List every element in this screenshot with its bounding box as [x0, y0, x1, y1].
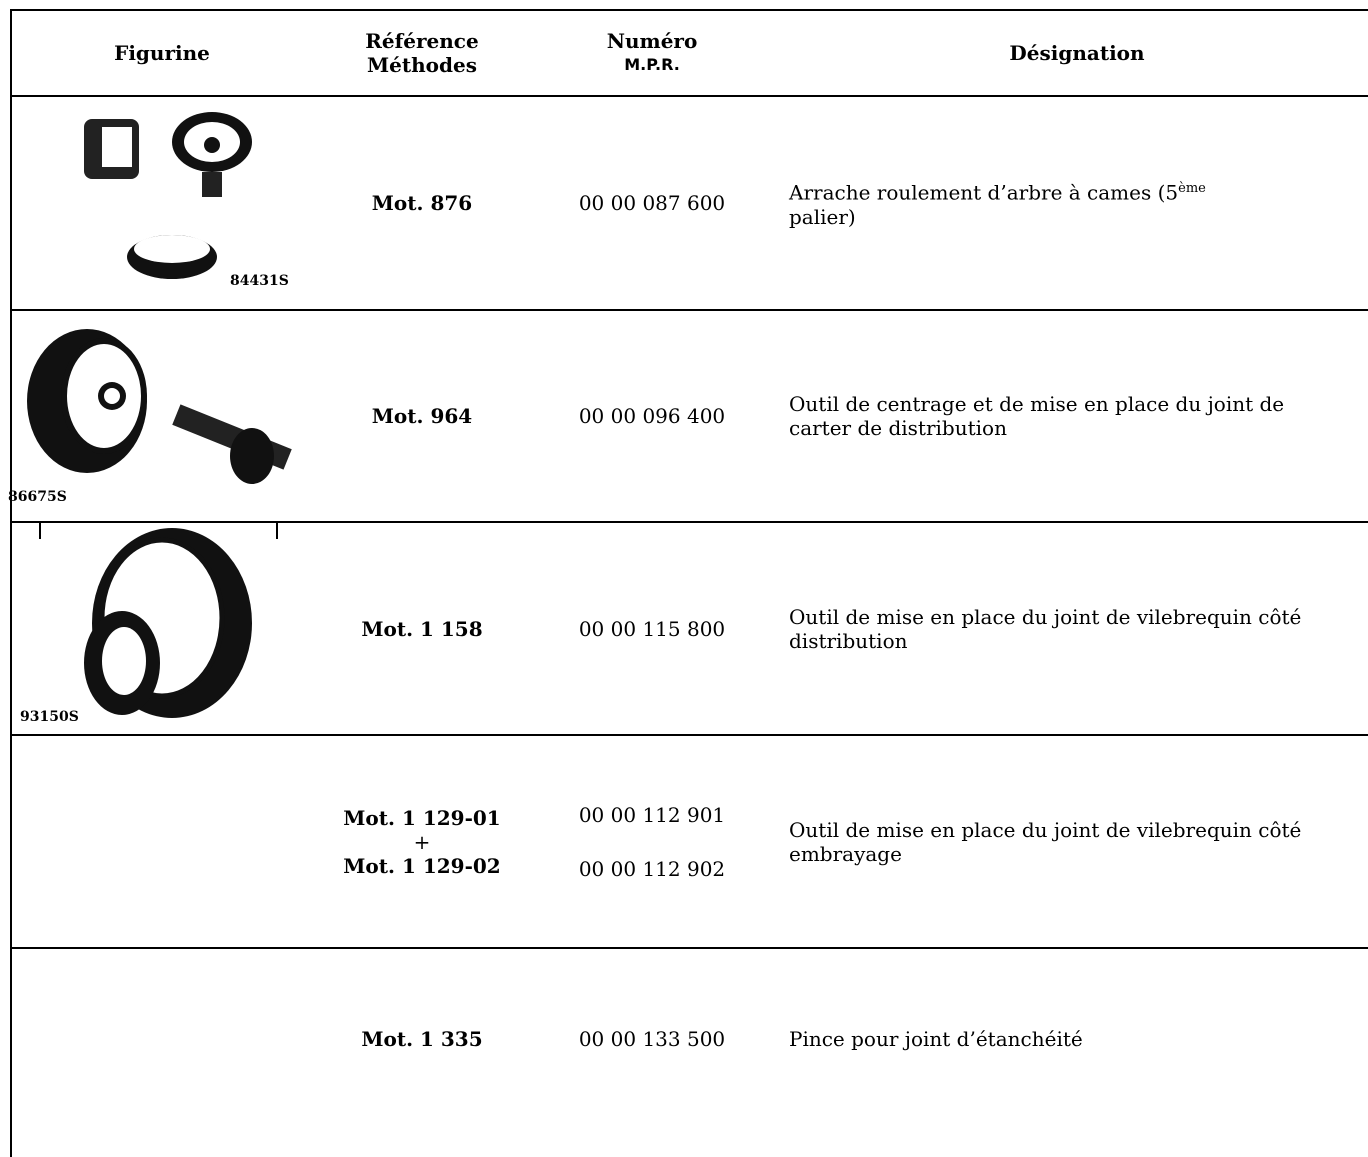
designation-text: palier) [789, 204, 856, 229]
reference: Mot. 1 158 [361, 616, 483, 641]
number: 00 00 087 600 [578, 191, 726, 215]
number-cell: 00 00 087 600 [552, 97, 752, 309]
number-cell: 00 00 112 901 00 00 112 902 [552, 736, 752, 947]
designation: Arrache roulement d’arbre à cames (5ème p… [789, 177, 1206, 229]
header-text: Numéro [606, 29, 698, 53]
reference: Mot. 876 [371, 191, 473, 215]
superscript: ème [1178, 181, 1206, 197]
row-separator [10, 521, 1368, 523]
header-row: Figurine Référence Méthodes Numéro M.P.R. … [12, 11, 1368, 95]
number: 00 00 133 500 [578, 1027, 726, 1051]
table-row: Mot. 1 129-01 + Mot. 1 129-02 00 00 112 90… [12, 736, 1368, 947]
designation: Pince pour joint d’étanchéité [789, 1027, 1083, 1051]
designation: Outil de mise en place du joint de vileb… [789, 817, 1302, 866]
number-cell: 00 00 115 800 [552, 523, 752, 734]
reference: Mot. 1 129-02 [343, 853, 501, 878]
tool-figure [27, 329, 292, 484]
number: 00 00 112 901 [578, 802, 726, 827]
designation-text: Arrache roulement d’arbre à cames (5 [789, 180, 1179, 205]
designation: Outil de mise en place du joint de vileb… [789, 604, 1302, 653]
header-cell: Référence Méthodes [322, 11, 522, 95]
table-row: 93150S Mot. 1 158 00 00 115 800 Outil de… [12, 523, 1368, 734]
header-cell: Figurine [12, 11, 312, 95]
number: 00 00 096 400 [578, 404, 726, 428]
row-separator [10, 734, 1368, 736]
row-separator [10, 309, 1368, 311]
designation-cell: Outil de mise en place du joint de vileb… [789, 736, 1349, 947]
reference: Mot. 1 335 [361, 1027, 483, 1051]
reference-cell: Mot. 1 335 [312, 949, 532, 1129]
figure-label: 84431S [230, 273, 289, 289]
figure-label: 93150S [20, 709, 79, 725]
header-cell: Désignation [852, 11, 1302, 95]
number-cell: 00 00 096 400 [552, 311, 752, 521]
tool-figure [84, 112, 252, 279]
number: 00 00 112 902 [578, 856, 726, 881]
table-row: 86675S Mot. 964 00 00 096 400 Outil de c… [8, 311, 1368, 521]
figure-label: 86675S [8, 489, 67, 505]
number: 00 00 115 800 [578, 616, 726, 641]
number-cell: 00 00 133 500 [552, 949, 752, 1129]
reference-cell: Mot. 876 [312, 97, 532, 309]
reference: Mot. 1 129-01 [343, 805, 501, 830]
header-text: Méthodes [367, 53, 477, 77]
reference-cell: Mot. 1 158 [312, 523, 532, 734]
table-row: 84431S Mot. 876 00 00 087 600 Arrache ro… [12, 97, 1368, 309]
designation-cell: Outil de centrage et de mise en place du… [789, 311, 1349, 521]
designation-cell: Outil de mise en place du joint de vileb… [789, 523, 1349, 734]
table-border [10, 9, 1368, 11]
designation-cell: Arrache roulement d’arbre à cames (5ème p… [789, 97, 1349, 309]
row-separator [10, 95, 1368, 97]
reference: Mot. 964 [371, 404, 473, 428]
tool-figure [39, 523, 278, 718]
header-text: Référence [365, 29, 479, 53]
designation-cell: Pince pour joint d’étanchéité [789, 949, 1349, 1129]
header-cell: Numéro M.P.R. [552, 11, 752, 95]
designation: Outil de centrage et de mise en place du… [789, 392, 1285, 440]
table-border [10, 10, 12, 1157]
header-text: Désignation [1009, 41, 1145, 65]
reference-cell: Mot. 1 129-01 + Mot. 1 129-02 [312, 736, 532, 947]
row-separator [10, 947, 1368, 949]
table-row: Mot. 1 335 00 00 133 500 Pince pour join… [12, 949, 1368, 1129]
reference-cell: Mot. 964 [312, 311, 532, 521]
header-text: M.P.R. [624, 55, 680, 74]
plus-sign: + [413, 829, 431, 854]
header-text: Figurine [114, 41, 210, 65]
